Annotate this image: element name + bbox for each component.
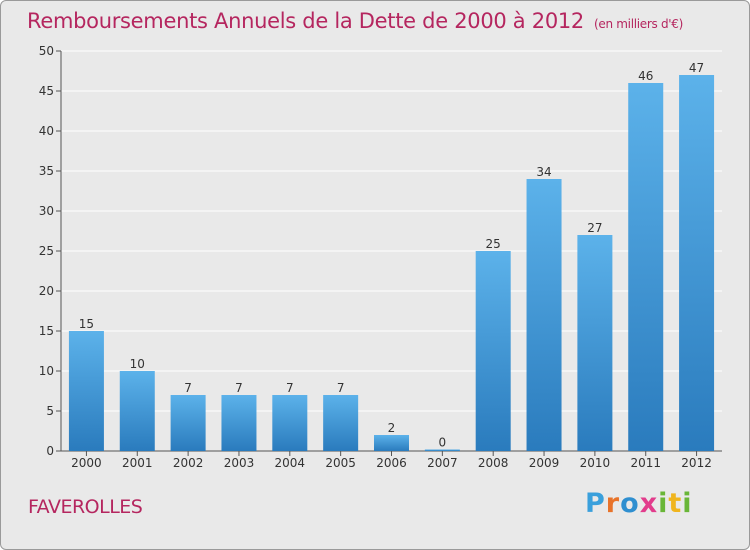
data-label: 47 — [689, 61, 704, 75]
x-tick-label: 2007 — [427, 456, 458, 470]
bar-2007 — [424, 449, 460, 451]
y-tick-label: 10 — [39, 364, 54, 378]
labels: 0510152025303540455020001520011020027200… — [39, 44, 712, 470]
data-label: 10 — [130, 357, 145, 371]
y-tick-label: 5 — [46, 404, 54, 418]
x-tick-label: 2005 — [325, 456, 356, 470]
x-tick-label: 2002 — [173, 456, 204, 470]
x-tick-label: 2011 — [630, 456, 661, 470]
data-label: 0 — [439, 436, 447, 450]
x-tick-label: 2001 — [122, 456, 153, 470]
x-tick-label: 2008 — [478, 456, 509, 470]
axes — [56, 50, 722, 456]
y-tick-label: 40 — [39, 124, 54, 138]
data-label: 2 — [388, 421, 396, 435]
x-tick-label: 2003 — [224, 456, 255, 470]
commune-name: FAVEROLLES — [28, 496, 143, 518]
bars — [68, 75, 715, 451]
bar-2003 — [221, 395, 257, 451]
chart-unit-note: (en milliers d'€) — [594, 17, 684, 31]
data-label: 27 — [587, 221, 602, 235]
y-tick-label: 45 — [39, 84, 54, 98]
y-tick-label: 35 — [39, 164, 54, 178]
data-label: 7 — [184, 381, 192, 395]
x-tick-label: 2012 — [681, 456, 712, 470]
grid-lines — [61, 50, 722, 412]
bar-2010 — [577, 235, 613, 451]
bar-2006 — [374, 435, 409, 451]
data-label: 34 — [536, 165, 551, 179]
y-tick-label: 30 — [39, 204, 54, 218]
y-tick-label: 25 — [39, 244, 54, 258]
chart-title-text: Remboursements Annuels de la Dette de 20… — [27, 9, 584, 33]
y-tick-label: 0 — [46, 444, 54, 458]
bar-2001 — [119, 371, 155, 451]
data-label: 25 — [486, 237, 501, 251]
data-label: 7 — [337, 381, 345, 395]
proxiti-logo: Proxiti — [585, 488, 693, 519]
bar-2008 — [475, 251, 511, 451]
bar-2012 — [679, 75, 715, 451]
chart-title: Remboursements Annuels de la Dette de 20… — [27, 9, 683, 33]
bar-2000 — [68, 331, 104, 451]
bar-2002 — [170, 395, 206, 451]
data-label: 46 — [638, 69, 653, 83]
y-tick-label: 20 — [39, 284, 54, 298]
x-tick-label: 2009 — [529, 456, 560, 470]
y-tick-label: 50 — [39, 44, 54, 58]
x-tick-label: 2004 — [275, 456, 306, 470]
data-label: 7 — [286, 381, 294, 395]
y-tick-label: 15 — [39, 324, 54, 338]
data-label: 15 — [79, 317, 94, 331]
bar-2004 — [272, 395, 308, 451]
bar-2011 — [628, 83, 664, 451]
bar-2005 — [323, 395, 359, 451]
x-tick-label: 2006 — [376, 456, 407, 470]
x-tick-label: 2010 — [580, 456, 611, 470]
data-label: 7 — [235, 381, 243, 395]
bar-2009 — [526, 179, 562, 451]
x-tick-label: 2000 — [71, 456, 102, 470]
